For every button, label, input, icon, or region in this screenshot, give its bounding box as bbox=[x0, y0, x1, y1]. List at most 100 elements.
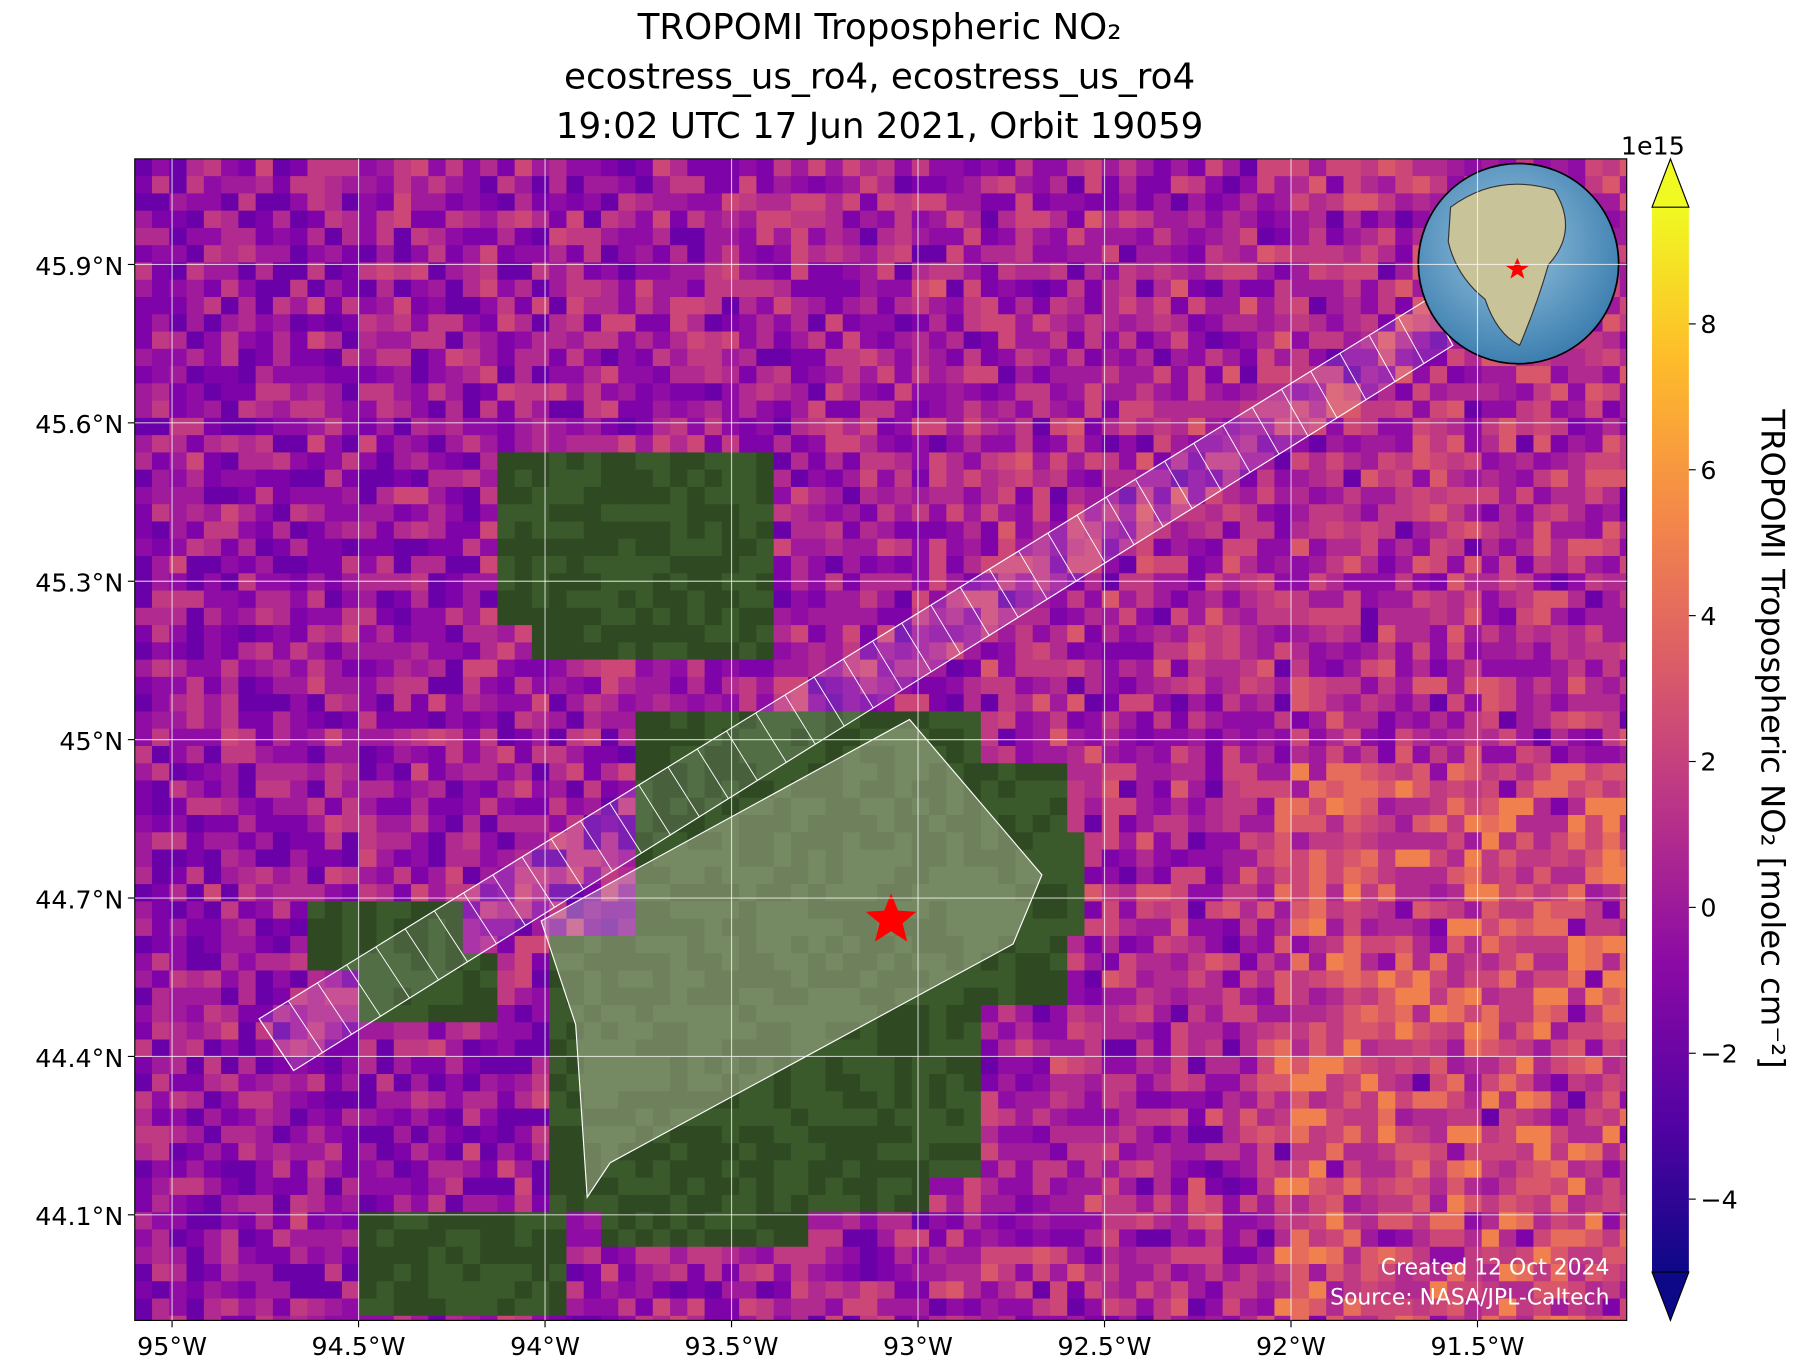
raster-cell bbox=[1516, 832, 1535, 851]
raster-cell bbox=[687, 435, 706, 453]
raster-cell bbox=[497, 901, 516, 920]
raster-cell bbox=[255, 815, 274, 833]
raster-cell bbox=[1464, 659, 1483, 678]
raster-cell bbox=[946, 711, 965, 730]
raster-cell bbox=[825, 348, 844, 367]
raster-cell bbox=[428, 849, 447, 868]
raster-cell bbox=[635, 676, 654, 695]
raster-cell bbox=[1119, 935, 1137, 954]
raster-cell bbox=[1412, 383, 1431, 402]
raster-cell bbox=[1170, 210, 1189, 229]
raster-cell bbox=[1170, 452, 1189, 471]
raster-cell bbox=[1602, 1039, 1621, 1058]
raster-cell bbox=[1222, 849, 1241, 868]
raster-cell bbox=[1170, 659, 1189, 678]
raster-cell bbox=[825, 573, 844, 592]
raster-cell bbox=[341, 745, 360, 764]
raster-cell bbox=[600, 763, 619, 782]
raster-cell bbox=[497, 245, 516, 264]
raster-cell bbox=[911, 262, 930, 281]
raster-cell bbox=[1049, 348, 1068, 367]
raster-cell bbox=[929, 348, 947, 367]
raster-cell bbox=[1049, 676, 1068, 695]
raster-cell bbox=[307, 193, 326, 212]
raster-cell bbox=[152, 987, 170, 1006]
raster-cell bbox=[635, 452, 654, 471]
raster-cell bbox=[480, 400, 498, 419]
raster-cell bbox=[687, 573, 706, 592]
raster-cell bbox=[1291, 176, 1310, 194]
raster-cell bbox=[1326, 970, 1345, 989]
raster-cell bbox=[290, 815, 309, 833]
raster-cell bbox=[307, 538, 326, 557]
raster-cell bbox=[963, 348, 982, 367]
raster-cell bbox=[1550, 573, 1569, 592]
raster-cell bbox=[566, 279, 585, 298]
raster-cell bbox=[1291, 504, 1310, 523]
raster-cell bbox=[359, 849, 378, 868]
raster-cell bbox=[134, 262, 153, 281]
raster-cell bbox=[877, 1039, 896, 1058]
raster-cell bbox=[998, 763, 1016, 782]
raster-cell bbox=[1032, 935, 1051, 954]
raster-cell bbox=[1049, 210, 1068, 229]
raster-cell bbox=[1343, 694, 1362, 713]
raster-cell bbox=[652, 504, 671, 523]
raster-cell bbox=[393, 711, 412, 730]
raster-cell bbox=[238, 745, 257, 764]
raster-cell bbox=[980, 366, 999, 384]
raster-cell bbox=[773, 176, 792, 194]
raster-cell bbox=[152, 832, 170, 851]
raster-cell bbox=[1101, 659, 1120, 678]
raster-cell bbox=[963, 590, 982, 609]
raster-cell bbox=[670, 538, 688, 557]
raster-cell bbox=[721, 486, 740, 505]
raster-cell bbox=[980, 745, 999, 764]
raster-cell bbox=[1188, 245, 1206, 264]
raster-cell bbox=[1395, 521, 1414, 540]
raster-cell bbox=[773, 1125, 792, 1144]
raster-cell bbox=[1274, 1125, 1293, 1144]
raster-cell bbox=[756, 279, 775, 298]
raster-cell bbox=[894, 849, 913, 868]
raster-cell bbox=[480, 987, 498, 1006]
raster-cell bbox=[1119, 625, 1137, 643]
raster-cell bbox=[1101, 642, 1120, 661]
raster-cell bbox=[1222, 297, 1241, 315]
raster-cell bbox=[186, 607, 205, 626]
raster-cell bbox=[1343, 1022, 1362, 1041]
raster-cell bbox=[946, 1039, 965, 1058]
raster-cell bbox=[1378, 625, 1396, 643]
raster-cell bbox=[1308, 797, 1327, 816]
raster-cell bbox=[393, 797, 412, 816]
raster-cell bbox=[1550, 901, 1569, 920]
raster-cell bbox=[1412, 1125, 1431, 1144]
raster-cell bbox=[531, 245, 550, 264]
raster-cell bbox=[1015, 504, 1034, 523]
raster-cell bbox=[1602, 625, 1621, 643]
raster-cell bbox=[359, 625, 378, 643]
raster-cell bbox=[1360, 728, 1379, 747]
raster-cell bbox=[1464, 953, 1483, 972]
raster-cell bbox=[134, 832, 153, 851]
raster-cell bbox=[1015, 1091, 1034, 1110]
raster-cell bbox=[946, 193, 965, 212]
raster-cell bbox=[255, 953, 274, 972]
raster-cell bbox=[497, 314, 516, 333]
raster-cell bbox=[1274, 176, 1293, 194]
raster-cell bbox=[221, 262, 239, 281]
raster-cell bbox=[531, 486, 550, 505]
raster-cell bbox=[1308, 279, 1327, 298]
raster-cell bbox=[1308, 469, 1327, 488]
raster-cell bbox=[255, 780, 274, 799]
raster-cell bbox=[549, 659, 568, 678]
raster-cell bbox=[1326, 1125, 1345, 1144]
raster-cell bbox=[549, 469, 568, 488]
raster-cell bbox=[566, 262, 585, 281]
raster-cell bbox=[514, 970, 533, 989]
raster-cell bbox=[1153, 763, 1172, 782]
raster-cell bbox=[1274, 815, 1293, 833]
raster-cell bbox=[670, 400, 688, 419]
raster-cell bbox=[1015, 694, 1034, 713]
raster-cell bbox=[998, 486, 1016, 505]
